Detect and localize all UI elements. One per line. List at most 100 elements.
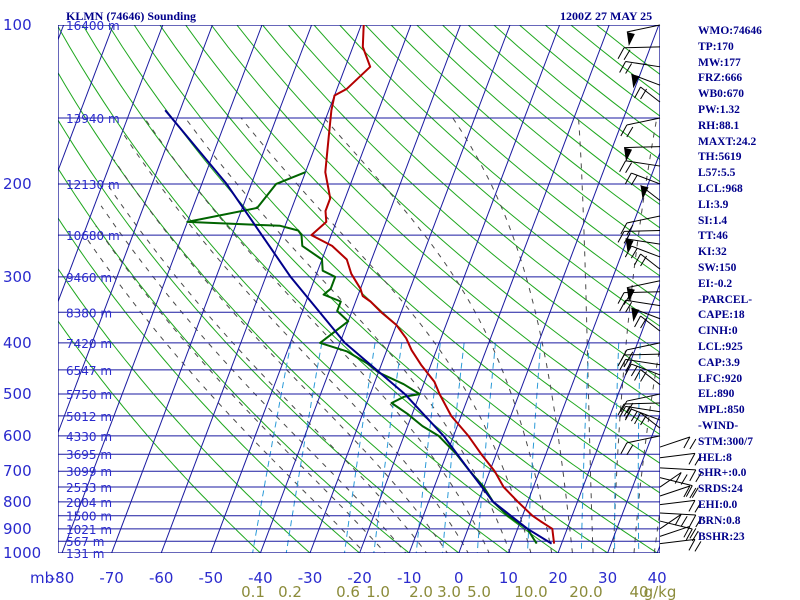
barb-pennant <box>626 287 635 302</box>
wind-barb <box>659 472 688 488</box>
wind-barb <box>631 73 661 89</box>
barb-pennant <box>625 238 634 253</box>
station-title: KLMN (74646) Sounding <box>66 9 197 23</box>
temperature-tick-label: -60 <box>149 569 174 587</box>
barb-feather <box>685 528 693 541</box>
index-value: LCL:925 <box>698 340 743 353</box>
barb-feather <box>634 369 641 381</box>
index-value: PW:1.32 <box>698 103 740 116</box>
dry-adiabat <box>313 25 660 327</box>
mixing-ratio-line <box>343 342 376 553</box>
mixing-ratio-label: 2.0 <box>409 583 433 600</box>
barb-staff <box>625 238 661 245</box>
moist-adiabat <box>113 159 448 553</box>
index-value: BSHR:23 <box>698 530 745 543</box>
barb-pennant <box>631 307 640 322</box>
barb-feather <box>630 174 638 186</box>
wind-barb <box>620 393 661 414</box>
index-value: TT:46 <box>698 230 728 243</box>
wind-barb <box>634 315 661 332</box>
barb-feather <box>617 231 625 243</box>
dry-adiabat <box>339 25 660 302</box>
dry-adiabat <box>58 25 559 553</box>
temperature-tick-label: 30 <box>598 569 617 587</box>
temperature-tick-label: 40 <box>648 569 667 587</box>
wind-barb <box>659 525 697 539</box>
wind-barb <box>620 117 661 138</box>
dry-adiabats <box>58 25 660 553</box>
index-value: STM:300/7 <box>698 435 753 448</box>
pressure-label: 700 <box>3 462 32 480</box>
wind-barb <box>617 353 661 368</box>
barb-staff <box>659 472 682 488</box>
temperature-tick-label: 20 <box>548 569 567 587</box>
height-label: 8380 m <box>66 306 112 320</box>
wind-barb <box>659 512 703 528</box>
pressure-label: 800 <box>3 493 32 511</box>
barb-feather <box>695 516 703 528</box>
wind-barb <box>619 299 661 313</box>
barb-feather <box>619 160 627 172</box>
moist-adiabats <box>84 117 660 553</box>
barb-feather <box>626 402 634 414</box>
wind-barb <box>617 229 661 244</box>
wind-barb <box>617 402 661 417</box>
isotherm <box>607 413 660 553</box>
barb-staff <box>640 315 661 332</box>
isotherm <box>58 25 164 304</box>
dry-adiabat <box>133 25 660 525</box>
barb-staff <box>625 60 661 68</box>
pressure-label: 100 <box>3 16 32 34</box>
dry-adiabat <box>287 25 660 353</box>
barb-staff <box>659 513 682 530</box>
barb-feather <box>625 302 633 313</box>
temperature-tick-label: -80 <box>50 569 75 587</box>
index-value: FRZ:666 <box>698 72 743 85</box>
barb-feather <box>626 444 634 456</box>
barb-staff <box>659 525 691 537</box>
barb-feather <box>623 233 631 244</box>
pressure-label: 1000 <box>3 544 41 562</box>
barb-feather <box>624 172 632 185</box>
barb-feather <box>623 405 631 417</box>
barb-staff <box>640 253 661 270</box>
isotherm <box>458 25 660 553</box>
height-label: 7420 m <box>66 337 112 351</box>
barb-feather <box>694 502 702 513</box>
dry-adiabat <box>262 25 660 380</box>
barb-feather <box>689 469 697 482</box>
barb-feather <box>694 455 702 466</box>
height-label: 9460 m <box>66 271 112 285</box>
barb-feather <box>630 365 638 377</box>
mixing-ratio-line <box>637 342 641 553</box>
isotherm <box>58 25 114 173</box>
barb-feather <box>626 224 634 236</box>
index-value: TH:5619 <box>698 151 742 164</box>
mixing-ratio-label: 0.1 <box>241 583 265 600</box>
wind-barb <box>634 253 661 270</box>
mixing-ratio-line <box>526 342 542 553</box>
barb-feather <box>674 514 682 526</box>
barb-staff <box>624 291 661 294</box>
index-value: LCL:968 <box>698 182 743 195</box>
x-unit-label: mb <box>30 569 54 587</box>
height-label: 10680 m <box>66 229 120 243</box>
isobars-and-isotherms <box>58 25 660 553</box>
height-label: 13940 m <box>66 112 120 126</box>
barb-feather <box>688 539 696 551</box>
wind-barb <box>631 307 661 322</box>
moist-adiabat <box>95 225 386 553</box>
wind-barb <box>624 245 661 259</box>
index-value: L57:5.5 <box>698 167 736 180</box>
barb-staff <box>624 353 661 356</box>
moist-adiabat <box>323 117 553 553</box>
index-value: -WIND- <box>698 419 739 432</box>
isotherm <box>111 25 313 553</box>
mixing-ratio-label: 10.0 <box>514 583 547 600</box>
barb-staff <box>640 369 661 386</box>
index-value: CAPE:18 <box>698 309 745 322</box>
wind-barb <box>659 499 702 513</box>
barb-staff <box>625 358 661 366</box>
index-value: MW:177 <box>698 56 741 69</box>
barb-feather <box>685 485 693 497</box>
